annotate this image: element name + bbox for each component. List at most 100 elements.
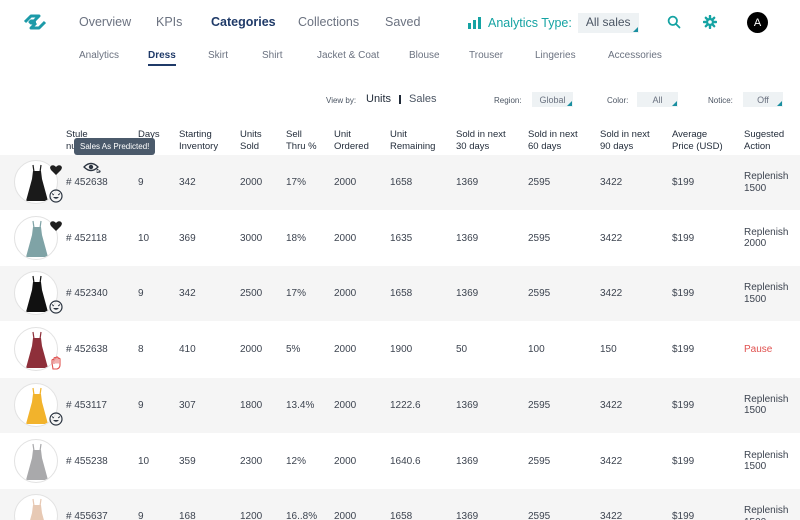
cell-sold-next-30: 1369 — [456, 232, 479, 244]
column-header-days[interactable]: Days — [138, 129, 160, 141]
table-row[interactable]: # 453117 9 307 1800 13.4% 2000 1222.6 1369 2595 3… — [0, 377, 800, 433]
favorite-toggle[interactable] — [49, 163, 63, 177]
cell-unit-remaining: 1640.6 — [390, 455, 421, 467]
notice-select[interactable]: Off — [743, 92, 783, 107]
subnav-item-skirt[interactable]: Skirt — [208, 50, 228, 61]
column-header-style-number[interactable]: Stule nu — [66, 129, 88, 152]
nav-item-kpis[interactable]: KPIs — [156, 15, 183, 29]
subnav-item-trouser[interactable]: Trouser — [469, 50, 504, 61]
nav-item-saved[interactable]: Saved — [385, 15, 421, 29]
cell-unit-ordered: 2000 — [334, 232, 357, 244]
table-row[interactable]: # 452638 8 410 2000 5% 2000 1900 50 100 150 $199 Pa… — [0, 322, 800, 377]
status-indicator[interactable] — [49, 356, 63, 370]
cell-unit-ordered: 2000 — [334, 344, 357, 356]
settings-button[interactable] — [701, 13, 719, 31]
subnav-item-dress[interactable]: Dress — [148, 50, 176, 66]
eye-icon[interactable] — [83, 161, 101, 173]
subnav-item-lingeries[interactable]: Lingeries — [535, 50, 576, 61]
smile-status-icon[interactable] — [49, 300, 63, 314]
column-header-line: 90 days — [600, 140, 634, 152]
avatar[interactable]: A — [747, 12, 768, 33]
cell-sold-next-90: 3422 — [600, 288, 623, 300]
color-select[interactable]: All — [637, 92, 678, 107]
region-select[interactable]: Global — [532, 92, 573, 107]
column-header-average-price[interactable]: Average Price (USD) — [672, 129, 723, 152]
column-header-units-sold[interactable]: Units Sold — [240, 129, 262, 152]
cell-suggested-action[interactable]: Replenish 2000 — [744, 227, 788, 250]
table-row[interactable]: # 455637 9 168 1200 16..8% 2000 1658 1369 2595 34… — [0, 489, 800, 520]
heart-icon[interactable] — [49, 219, 63, 233]
column-header-starting-inventory[interactable]: Starting Inventory — [179, 129, 218, 152]
subnav-item-accessories[interactable]: Accessories — [608, 50, 662, 61]
cell-average-price: $199 — [672, 232, 695, 244]
nav-item-overview[interactable]: Overview — [79, 15, 132, 29]
dress-thumbnail-icon — [26, 443, 48, 480]
view-sales-toggle[interactable]: Sales — [409, 93, 437, 105]
product-thumbnail[interactable] — [14, 271, 58, 316]
cell-sold-next-90: 3422 — [600, 177, 623, 188]
column-header-unit-remaining[interactable]: Unit Remaining — [390, 129, 435, 152]
smile-status-icon[interactable] — [49, 412, 63, 426]
cell-average-price: $199 — [672, 511, 695, 520]
action-line: Pause — [744, 344, 773, 356]
analytics-type-select[interactable]: All sales — [577, 13, 639, 33]
column-header-line: Sold in next — [600, 129, 650, 140]
subnav-item-blouse[interactable]: Blouse — [409, 50, 440, 61]
cell-average-price: $199 — [672, 455, 695, 467]
status-indicator[interactable] — [49, 189, 63, 203]
table-row[interactable]: # 452340 9 342 2500 17% 2000 1658 1369 2595 3422 $… — [0, 266, 800, 322]
column-header-line: Sold — [240, 140, 260, 152]
cell-suggested-action[interactable]: Pause — [744, 344, 772, 356]
subnav-item-jacket-coat[interactable]: Jacket & Coat — [317, 50, 380, 61]
brand-logo-icon[interactable] — [22, 13, 48, 31]
cell-average-price: $199 — [672, 288, 695, 300]
column-header-line: Ordered — [334, 140, 369, 152]
table-row[interactable]: # 452118 10 369 3000 18% 2000 1635 1369 2595 3422… — [0, 211, 800, 266]
favorite-toggle[interactable] — [49, 219, 63, 233]
column-header-line: Remaining — [390, 140, 436, 152]
column-header-line: Sugested — [744, 129, 785, 140]
cell-style-number: # 455238 — [66, 455, 108, 467]
nav-item-collections[interactable]: Collections — [298, 15, 360, 29]
status-indicator[interactable] — [49, 412, 63, 426]
search-button[interactable] — [665, 13, 683, 31]
product-thumbnail[interactable] — [14, 382, 58, 427]
stop-hand-icon[interactable] — [49, 356, 63, 370]
column-header-line: Sold in next — [456, 129, 506, 140]
cell-unit-remaining: 1658 — [390, 288, 413, 300]
heart-icon[interactable] — [49, 163, 63, 177]
cell-style-number: # 453117 — [66, 399, 107, 411]
column-header-sell-thru[interactable]: Sell Thru % — [286, 129, 317, 152]
column-header-sold-next-60[interactable]: Sold in next 60 days — [528, 129, 578, 152]
cell-sold-next-60: 2595 — [528, 232, 551, 244]
subnav-item-shirt[interactable]: Shirt — [262, 50, 283, 61]
column-header-sold-next-90[interactable]: Sold in next 90 days — [600, 129, 650, 152]
smile-status-icon[interactable] — [49, 189, 63, 203]
cell-units-sold: 3000 — [240, 232, 263, 244]
product-thumbnail[interactable] — [14, 160, 58, 204]
column-header-sold-next-30[interactable]: Sold in next 30 days — [456, 129, 506, 152]
product-thumbnail[interactable] — [14, 438, 58, 483]
column-header-unit-ordered[interactable]: Unit Ordered — [334, 129, 369, 152]
action-line: 1500 — [744, 517, 788, 520]
status-indicator[interactable] — [49, 300, 63, 314]
product-thumbnail[interactable] — [14, 327, 58, 372]
product-thumbnail[interactable] — [14, 494, 58, 520]
cell-average-price: $199 — [672, 399, 695, 411]
region-label: Region: — [494, 96, 522, 105]
column-header-suggested-action[interactable]: Sugested Action — [744, 129, 784, 152]
cell-unit-ordered: 2000 — [334, 455, 357, 467]
table-row[interactable]: # 452638 9 342 2000 17% 2000 1658 1369 2595 3422 $… — [0, 155, 800, 210]
table-row[interactable]: # 455238 10 359 2300 12% 2000 1640.6 1369 2595 34… — [0, 434, 800, 489]
cell-sell-thru: 5% — [286, 344, 301, 356]
cell-units-sold: 2000 — [240, 177, 263, 188]
view-units-toggle[interactable]: Units — [366, 93, 392, 105]
action-line: 1500 — [744, 293, 767, 305]
subnav-item-analytics[interactable]: Analytics — [79, 50, 120, 61]
nav-item-categories[interactable]: Categories — [211, 15, 276, 29]
